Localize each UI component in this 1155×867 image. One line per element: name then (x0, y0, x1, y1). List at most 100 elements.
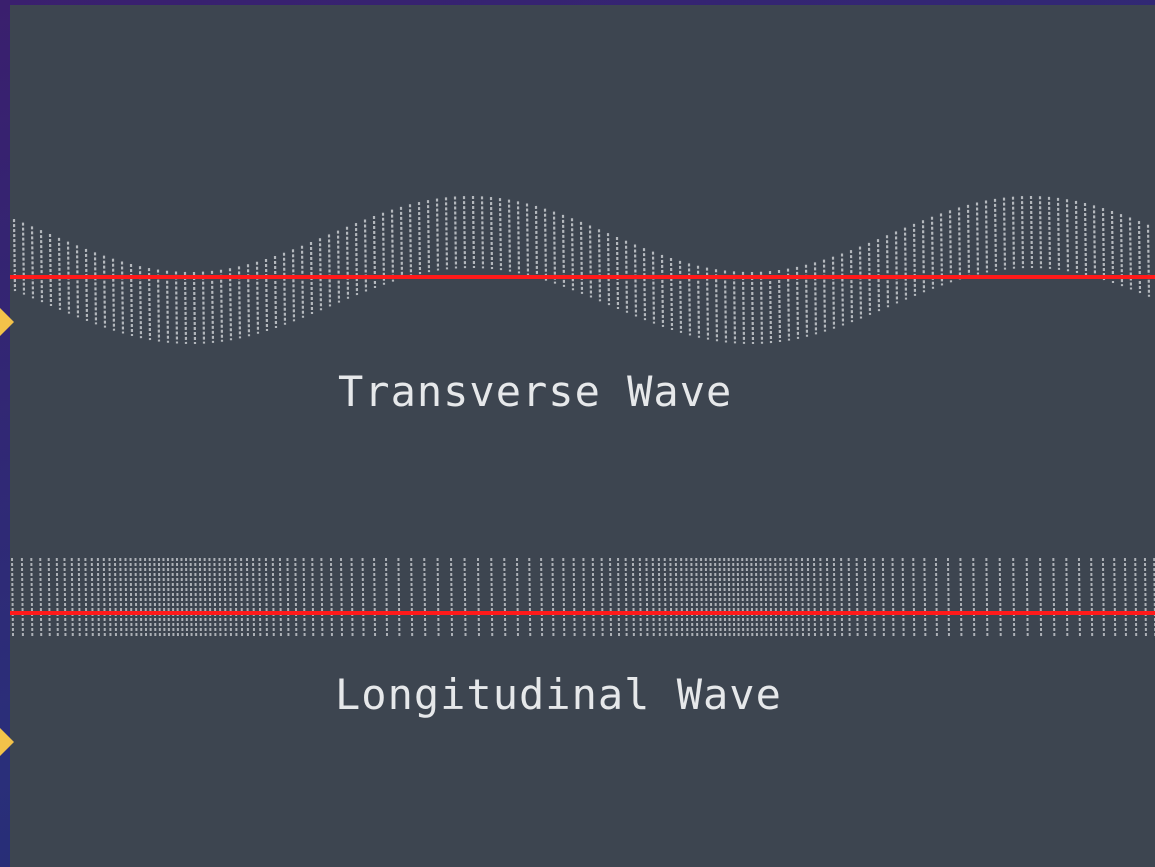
wave-stroke (84, 557, 88, 637)
wave-stroke (252, 557, 256, 637)
wave-stroke (718, 557, 722, 637)
wave-stroke (129, 557, 133, 637)
wave-stroke (831, 256, 836, 329)
wave-stroke (561, 214, 566, 287)
wave-stroke (572, 557, 576, 637)
wave-stroke (1119, 214, 1124, 287)
wave-stroke (750, 557, 754, 637)
wave-stroke (286, 557, 290, 637)
wave-stroke (1101, 557, 1105, 637)
wave-stroke (700, 557, 704, 637)
wave-stroke (47, 557, 51, 637)
wave-stroke (165, 270, 170, 343)
wave-stroke (528, 557, 532, 637)
wave-stroke (985, 557, 989, 637)
wave-stroke (858, 246, 863, 319)
wave-stroke (714, 269, 719, 342)
wave-stroke (102, 255, 107, 328)
wave-stroke (1143, 557, 1147, 637)
wave-stroke (444, 197, 449, 270)
wave-stroke (669, 557, 673, 637)
wave-stroke (39, 230, 44, 303)
wave-stroke (813, 262, 818, 335)
wave-stroke (11, 557, 14, 637)
wave-stroke (806, 557, 810, 637)
wave-stroke (77, 557, 81, 637)
wave-stroke (1123, 557, 1127, 637)
wave-label: Transverse Wave (338, 367, 732, 416)
wave-stroke (709, 557, 713, 637)
wave-stroke (311, 557, 315, 637)
wave-stroke (210, 270, 215, 343)
wave-stroke (727, 557, 731, 637)
wave-stroke (714, 557, 718, 637)
wave-stroke (912, 223, 917, 296)
wave-stroke (674, 557, 678, 637)
wave-stroke (189, 557, 193, 637)
wave-stroke (934, 557, 938, 637)
transverse-wave (12, 195, 1151, 345)
wave-stroke (732, 271, 737, 344)
wave-stroke (825, 557, 829, 637)
wave-stroke (606, 233, 611, 306)
wave-stroke (732, 557, 736, 637)
wave-stroke (171, 557, 175, 637)
wave-stroke (166, 557, 170, 637)
wave-stroke (490, 557, 494, 637)
wave-stroke (174, 271, 179, 344)
wave-stroke (651, 557, 655, 637)
wave-stroke (959, 557, 963, 637)
wave-stroke (21, 222, 26, 295)
wave-stroke (124, 557, 128, 637)
wave-stroke (300, 245, 305, 318)
wave-stroke (515, 557, 519, 637)
wave-stroke (291, 249, 296, 322)
wave-stroke (678, 260, 683, 333)
wave-stroke (543, 208, 548, 281)
wave-stroke (591, 557, 595, 637)
wave-stroke (183, 271, 188, 344)
wave-stroke (48, 233, 53, 307)
wave-stroke (111, 258, 116, 331)
panel (10, 5, 1155, 867)
wave-stroke (108, 557, 112, 637)
wave-stroke (203, 557, 207, 637)
wave-stroke (631, 557, 635, 637)
wave-stroke (624, 557, 628, 637)
wave-stroke (1146, 224, 1151, 297)
wave-stroke (840, 557, 844, 637)
wave-stroke (70, 557, 74, 637)
wave-stroke (562, 557, 566, 637)
wave-stroke (180, 557, 184, 637)
wave-stroke (234, 557, 238, 637)
wave-stroke (90, 557, 94, 637)
wave-stroke (633, 244, 638, 317)
wave-stroke (1090, 557, 1094, 637)
wave-stroke (119, 557, 123, 637)
wave-stroke (784, 557, 788, 637)
arrow-marker (0, 308, 14, 336)
wave-stroke (750, 271, 755, 345)
wave-stroke (777, 269, 782, 343)
longitudinal-wave (11, 557, 1155, 637)
wave-stroke (1038, 196, 1043, 269)
wave-stroke (849, 250, 854, 323)
wave-stroke (399, 206, 404, 279)
wave-stroke (975, 202, 980, 275)
wave-stroke (507, 199, 512, 272)
wave-stroke (463, 557, 467, 637)
wave-stroke (213, 557, 217, 637)
wave-stroke (891, 557, 895, 637)
wave-stroke (657, 557, 661, 637)
wave-stroke (223, 557, 227, 637)
wave-stroke (840, 253, 845, 326)
wave-stroke (609, 557, 613, 637)
wave-stroke (525, 203, 530, 276)
wave-stroke (55, 557, 59, 637)
wave-stroke (426, 200, 431, 273)
wave-stroke (1047, 196, 1052, 269)
wave-stroke (320, 557, 324, 637)
wave-stroke (1065, 199, 1070, 272)
